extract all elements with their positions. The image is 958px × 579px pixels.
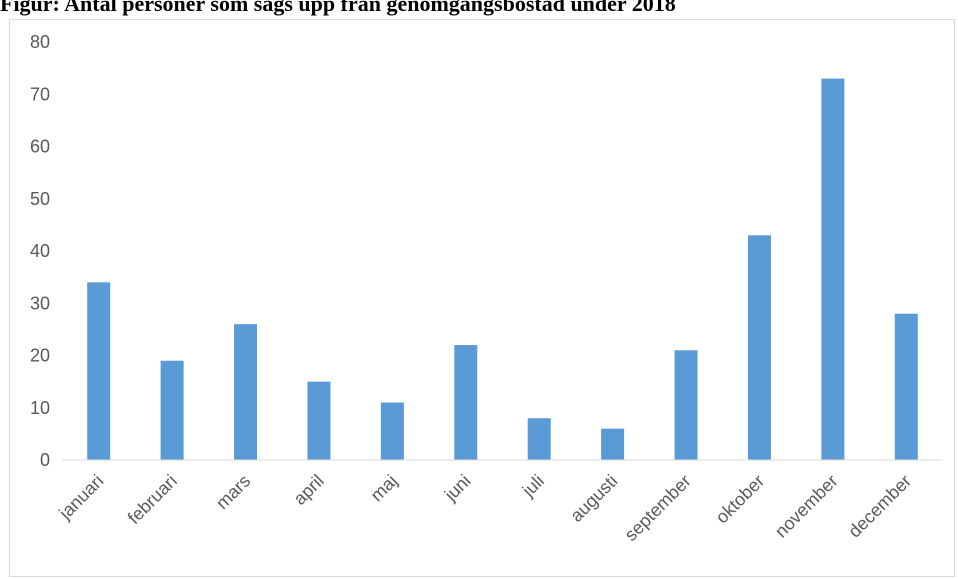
y-tick-label: 0 bbox=[40, 450, 50, 470]
x-tick-label: november bbox=[771, 471, 842, 542]
chart-title: Figur: Antal personer som sägs upp från … bbox=[0, 0, 676, 16]
x-axis-ticks: januari februari mars april maj juni juli augus… bbox=[54, 471, 915, 545]
y-tick-label: 10 bbox=[30, 398, 50, 418]
y-tick-label: 30 bbox=[30, 293, 50, 313]
bar bbox=[601, 428, 625, 460]
x-tick-label: augusti bbox=[566, 471, 621, 526]
x-tick-label: juli bbox=[518, 471, 548, 501]
bars bbox=[87, 78, 918, 460]
bar bbox=[234, 324, 258, 460]
x-tick-label: juni bbox=[440, 471, 475, 506]
x-tick-label: april bbox=[290, 471, 328, 509]
chart-frame bbox=[9, 19, 955, 577]
y-tick-label: 70 bbox=[30, 84, 50, 104]
x-tick-label: december bbox=[844, 471, 915, 542]
bar bbox=[307, 381, 331, 460]
y-tick-label: 40 bbox=[30, 241, 50, 261]
y-tick-label: 20 bbox=[30, 346, 50, 366]
bar bbox=[674, 350, 698, 460]
bar bbox=[747, 235, 771, 460]
bar bbox=[380, 402, 404, 460]
bar bbox=[160, 360, 184, 460]
x-tick-label: maj bbox=[367, 471, 402, 506]
y-tick-label: 60 bbox=[30, 137, 50, 157]
x-tick-label: oktober bbox=[712, 471, 769, 528]
y-tick-label: 50 bbox=[30, 189, 50, 209]
y-tick-label: 80 bbox=[30, 32, 50, 52]
bar bbox=[87, 282, 111, 460]
x-tick-label: september bbox=[621, 471, 695, 545]
bar bbox=[527, 418, 551, 460]
bar bbox=[821, 78, 845, 460]
x-tick-label: januari bbox=[54, 471, 107, 524]
x-tick-label: mars bbox=[212, 471, 254, 513]
x-tick-label: februari bbox=[124, 471, 181, 528]
bar bbox=[454, 345, 478, 460]
bar bbox=[894, 313, 918, 460]
y-axis-ticks: 0 10 20 30 40 50 60 70 80 bbox=[30, 32, 50, 470]
